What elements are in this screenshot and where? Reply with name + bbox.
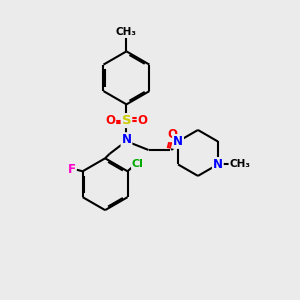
Text: CH₃: CH₃	[116, 27, 137, 37]
Text: N: N	[213, 158, 223, 171]
Text: O: O	[105, 114, 115, 127]
Text: N: N	[173, 135, 183, 148]
Text: S: S	[122, 114, 131, 127]
Text: N: N	[122, 133, 131, 146]
Text: Cl: Cl	[132, 159, 144, 169]
Text: O: O	[167, 128, 177, 141]
Text: CH₃: CH₃	[230, 159, 250, 170]
Text: F: F	[68, 163, 76, 176]
Text: O: O	[138, 114, 148, 127]
